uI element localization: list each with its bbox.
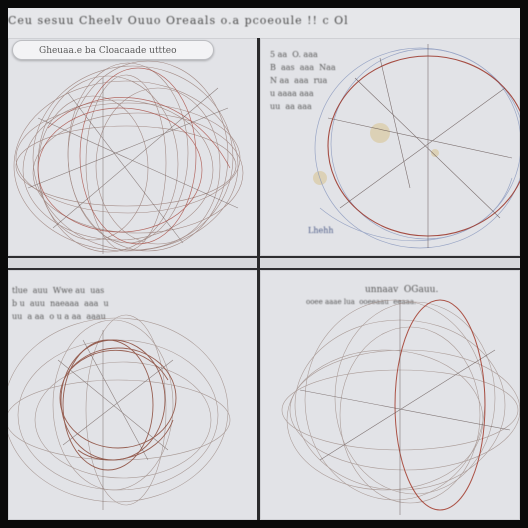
sketch-top-left <box>13 60 244 254</box>
sketch-line <box>62 359 174 446</box>
sketch-line <box>319 349 496 461</box>
sketch-circle-blue <box>330 48 520 240</box>
sketch-ellipse <box>34 361 212 479</box>
sketch-top-right <box>313 44 520 249</box>
sketch-ellipse <box>17 339 219 491</box>
sketch-line <box>52 87 219 229</box>
header-strip: Ceu sesuu Cheelv Ouuo Oreaals o.a pcoeou… <box>8 8 520 39</box>
panel-caption: unnaav OGauu. <box>365 285 439 295</box>
stain <box>370 123 390 143</box>
stain <box>431 149 439 157</box>
sketch-line <box>327 117 513 159</box>
sketch-ellipse-red <box>79 67 197 245</box>
sketch-ellipse <box>15 125 237 207</box>
sketch-ellipse-red <box>327 55 520 237</box>
sketch-ellipse <box>85 74 167 252</box>
sketch-ellipse <box>95 87 221 245</box>
sketch-ellipse <box>15 102 241 214</box>
sketch-line <box>57 359 169 451</box>
sketch-ellipse <box>339 326 481 504</box>
sketch-ellipse <box>22 99 214 241</box>
panel-bottom-right: unnaav OGauu. ooee aaae lua ooeeaau eeaa… <box>260 270 520 520</box>
sketch-ellipse <box>32 112 244 234</box>
panel-subcaption: ooee aaae lua ooeeaau eeaaa. <box>306 298 417 306</box>
sketch-ellipse-red <box>59 347 177 449</box>
sketch-line <box>339 87 506 209</box>
sketch-ellipse <box>286 349 484 491</box>
sketch-ellipse-blue <box>314 47 520 249</box>
vertical-divider <box>257 38 260 520</box>
search-pill[interactable]: Gheuaa.e ba Cloacaade uttteo <box>12 40 214 60</box>
sketch-line <box>82 339 149 461</box>
sketch-line <box>67 92 184 244</box>
sketch-line <box>37 117 239 209</box>
panel-caption: 5 aa O. aaa B aas aaa Naa N aa aaa rua u… <box>270 50 336 111</box>
sketch-ellipse-red <box>62 339 154 471</box>
sketch-ellipse <box>8 317 229 503</box>
sketch-ellipse <box>85 314 167 506</box>
panel-top-left: Gheuaa.e ba Cloacaade uttteo <box>8 38 258 256</box>
sketch-ellipse <box>32 65 234 251</box>
sketch-stroke-blue <box>319 177 513 242</box>
sketch-stroke <box>47 97 231 169</box>
horizontal-divider <box>8 256 520 270</box>
panel-top-right: 5 aa O. aaa B aas aaa Naa N aa aaa rua u… <box>260 38 520 256</box>
panel-caption: tlue auu Wwe au uas b u auu naeaaa aaa u… <box>12 286 109 321</box>
panel-footer: Lhehh <box>308 226 334 235</box>
sketch-stroke <box>77 419 174 461</box>
sketch-bottom-left <box>8 314 231 510</box>
header-title: Ceu sesuu Cheelv Ouuo Oreaals o.a pcoeou… <box>8 14 349 27</box>
sketch-ellipse <box>334 301 496 495</box>
sketch-bottom-right <box>281 299 520 515</box>
panel-bottom-left: tlue auu Wwe au uas b u auu naeaaa aaa u… <box>8 270 258 520</box>
sketch-ellipse-red <box>37 107 203 233</box>
sketch-line <box>354 77 501 219</box>
sketch-canvas: Ceu sesuu Cheelv Ouuo Oreaals o.a pcoeou… <box>8 8 520 520</box>
sketch-line <box>299 389 511 431</box>
sketch-line <box>379 57 411 189</box>
sketch-ellipse-red <box>394 299 486 511</box>
sketch-line <box>27 107 229 189</box>
